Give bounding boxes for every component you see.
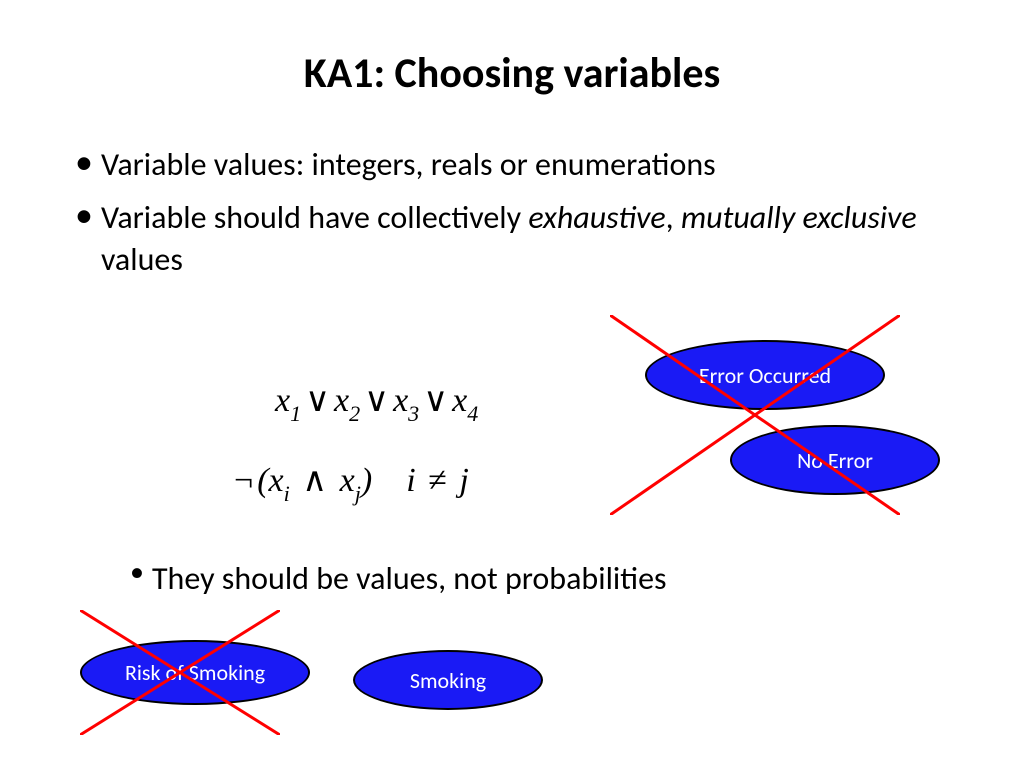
bullet-dot-icon: • — [75, 144, 93, 180]
ellipse-risk-of-smoking-label: Risk of Smoking — [125, 659, 265, 686]
bullet-3: • They should be values, not probabiliti… — [130, 558, 667, 600]
ellipse-no-error: No Error — [730, 425, 940, 495]
formula-mutually-exclusive: ¬(xi ∧ xj) i ≠ j — [230, 460, 469, 505]
bullet-1-text: Variable values: integers, reals or enum… — [101, 144, 716, 186]
bullet-3-text: They should be values, not probabilities — [152, 558, 667, 600]
ellipse-risk-of-smoking: Risk of Smoking — [80, 640, 310, 705]
bullet-1: • Variable values: integers, reals or en… — [75, 144, 716, 186]
ellipse-error-occurred: Error Occurred — [645, 340, 885, 410]
bullet-2: • Variable should have collectively exha… — [75, 197, 955, 280]
bullet-dot-icon: • — [130, 558, 144, 586]
bullet-dot-icon: • — [75, 197, 93, 233]
ellipse-smoking-label: Smoking — [410, 667, 486, 694]
slide-title: KA1: Choosing variables — [0, 48, 1024, 99]
bullet-2-text: Variable should have collectively exhaus… — [101, 197, 955, 280]
ellipse-no-error-label: No Error — [797, 447, 873, 474]
ellipse-error-occurred-label: Error Occurred — [699, 362, 831, 389]
ellipse-smoking: Smoking — [353, 650, 543, 710]
formula-exhaustive: x1∨x2∨x3∨x4 — [275, 380, 478, 425]
